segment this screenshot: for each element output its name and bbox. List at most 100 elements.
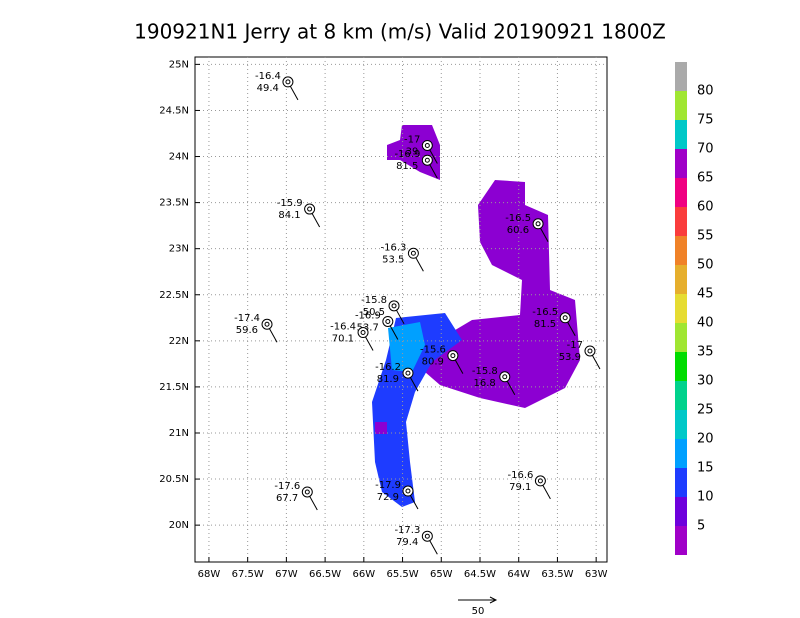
field-area: [375, 422, 387, 434]
station-top: -16.9: [355, 310, 381, 321]
colorbar-segment: [675, 410, 687, 439]
station-ring: [499, 371, 511, 383]
colorbar-segment: [675, 207, 687, 236]
y-tick-label: 23.5N: [159, 198, 189, 209]
station-top: -15.6: [420, 345, 446, 356]
station-ring: [447, 350, 459, 362]
field-area: [425, 180, 580, 408]
field-area: [388, 322, 425, 372]
station-bottom: 81.5: [396, 161, 418, 172]
y-tick-label: 21N: [169, 428, 189, 439]
colorbar-segment: [675, 323, 687, 352]
station-bottom: 60.6: [507, 225, 529, 236]
station-bottom: 50.5: [363, 307, 385, 318]
colorbar-segment: [675, 294, 687, 323]
station-ring: [261, 318, 273, 330]
colorbar-label: 25: [697, 403, 714, 418]
colorbar-segment: [675, 381, 687, 410]
colorbar-label: 20: [697, 432, 714, 447]
colorbar-segment: [675, 439, 687, 468]
station-top: -16.6: [508, 470, 534, 481]
station-dot: [285, 79, 291, 85]
colorbar-segment: [675, 149, 687, 178]
colorbar-label: 65: [697, 171, 714, 186]
station-bottom: 53.7: [357, 322, 379, 333]
station-top: -17.4: [234, 313, 260, 324]
station-bottom: 80.9: [422, 357, 444, 368]
station-top: -15.8: [361, 295, 387, 306]
station-bottom: 79.4: [396, 537, 418, 548]
station-ring: [357, 327, 369, 339]
colorbar-segment: [675, 497, 687, 526]
y-tick-label: 24N: [169, 152, 189, 163]
station-top: -17.3: [394, 525, 420, 536]
y-tick-label: 22N: [169, 336, 189, 347]
station-dot: [405, 370, 411, 376]
y-tick-label: 20N: [169, 520, 189, 531]
station-top: -16.4: [255, 71, 281, 82]
station-dot: [360, 330, 366, 336]
colorbar-label: 30: [697, 374, 714, 389]
y-tick-label: 22.5N: [159, 290, 189, 301]
colorbar-label: 10: [697, 490, 714, 505]
station-ring: [301, 486, 313, 498]
chart-title: 190921N1 Jerry at 8 km (m/s) Valid 20190…: [134, 20, 666, 44]
station-top: -16.5: [532, 307, 558, 318]
y-tick-label: 25N: [169, 59, 189, 70]
colorbar-segment: [675, 265, 687, 294]
station-dot: [562, 315, 568, 321]
station-bottom: 79.1: [509, 482, 531, 493]
station-ring: [382, 315, 394, 327]
colorbar-label: 5: [697, 519, 705, 534]
colorbar-segment: [675, 62, 687, 91]
station-dot: [450, 353, 456, 359]
station-dot: [304, 489, 310, 495]
station-bottom: 70.1: [332, 334, 354, 345]
station-dot: [391, 303, 397, 309]
station-ring: [421, 154, 433, 166]
station-top: -17: [567, 340, 583, 351]
x-tick-label: 63W: [585, 569, 608, 580]
station-ring: [421, 139, 433, 151]
station-ring: [304, 203, 316, 215]
station-top: -16.3: [381, 242, 407, 253]
reference-arrow-head: [489, 596, 498, 604]
x-tick-label: 68W: [198, 569, 221, 580]
station-dot: [587, 348, 593, 354]
x-tick-label: 67W: [275, 569, 298, 580]
colorbar-segment: [675, 352, 687, 381]
colorbar-label: 45: [697, 287, 714, 302]
station-dot: [385, 318, 391, 324]
station-bottom: 84.1: [278, 210, 300, 221]
station-ring: [534, 475, 546, 487]
x-tick-label: 65.5W: [386, 569, 418, 580]
colorbar-segment: [675, 236, 687, 265]
y-tick-label: 23N: [169, 244, 189, 255]
station-ring: [282, 76, 294, 88]
x-tick-label: 64W: [507, 569, 530, 580]
station-dot: [410, 250, 416, 256]
station-bottom: 81.9: [377, 374, 399, 385]
station-bottom: 81.5: [534, 319, 556, 330]
station-ring: [407, 247, 419, 259]
station-bottom: 59.6: [236, 325, 258, 336]
colorbar-segment: [675, 91, 687, 120]
station-top: -16.9: [394, 149, 420, 160]
x-tick-label: 66.5W: [309, 569, 341, 580]
x-tick-label: 67.5W: [232, 569, 264, 580]
colorbar-label: 15: [697, 461, 714, 476]
station-ring: [402, 485, 414, 497]
station-top: -16.4: [330, 322, 356, 333]
station-dot: [537, 478, 543, 484]
x-tick-label: 63.5W: [541, 569, 573, 580]
station-dot: [424, 157, 430, 163]
station-bottom: 49.4: [257, 83, 279, 94]
x-tick-label: 65W: [430, 569, 453, 580]
station-bottom: 53.9: [559, 352, 581, 363]
station-ring: [584, 345, 596, 357]
y-tick-label: 24.5N: [159, 105, 189, 116]
station-bottom: 39: [406, 146, 419, 157]
station-bottom: 16.8: [474, 378, 496, 389]
reference-label: 50: [472, 606, 485, 617]
